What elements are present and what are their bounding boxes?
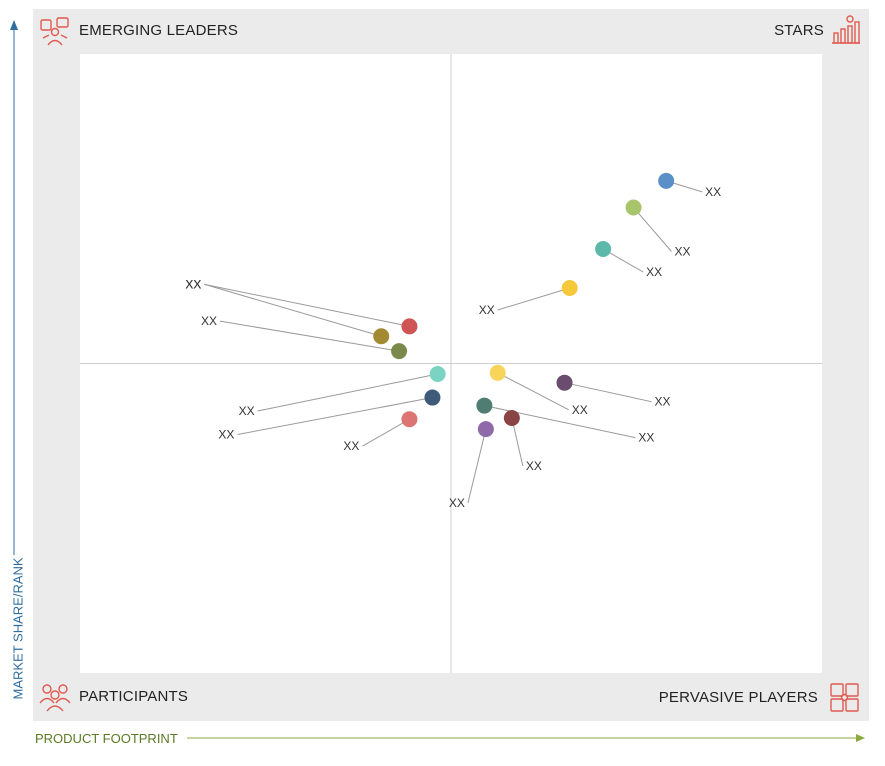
data-point — [401, 411, 418, 428]
leader-line — [204, 283, 382, 337]
quadrant-label-emerging-leaders: EMERGING LEADERS — [79, 22, 239, 39]
point-label: XX — [479, 303, 495, 317]
leader-line — [467, 428, 487, 504]
data-point — [429, 366, 446, 383]
data-point — [476, 397, 493, 414]
data-point — [391, 343, 408, 360]
y-axis-arrowhead — [10, 20, 18, 30]
point-label: XX — [185, 277, 201, 291]
point-label: XX — [449, 496, 465, 510]
point-label: XX — [218, 428, 234, 442]
data-point — [503, 409, 520, 426]
data-point — [373, 328, 390, 345]
quadrant-label-participants: PARTICIPANTS — [79, 688, 189, 705]
point-label: XX — [201, 314, 217, 328]
quadrant-label-stars: STARS — [774, 22, 824, 39]
data-point — [489, 364, 506, 381]
point-label: XX — [675, 245, 691, 259]
stars-icon — [832, 15, 860, 44]
leader-line — [219, 320, 400, 352]
emerging-leaders-icon — [40, 17, 69, 46]
leader-line — [564, 382, 652, 403]
point-label: XX — [646, 265, 662, 279]
point-label: XX — [185, 277, 201, 291]
x-axis-label: PRODUCT FOOTPRINT — [35, 731, 178, 746]
x-axis-arrowhead — [856, 734, 865, 742]
leader-line — [497, 287, 570, 311]
participants-icon — [39, 684, 71, 712]
point-label: XX — [343, 439, 359, 453]
data-point — [477, 421, 494, 438]
leader-line — [204, 283, 410, 327]
leader-line — [237, 397, 433, 436]
data-point — [625, 199, 642, 216]
data-point — [658, 172, 675, 189]
point-label: XX — [572, 403, 588, 417]
data-point — [561, 279, 578, 296]
point-label: XX — [239, 404, 255, 418]
quadrant-label-pervasive-players: PERVASIVE PLAYERS — [658, 689, 818, 706]
data-point — [556, 374, 573, 391]
data-point — [401, 318, 418, 335]
pervasive-players-icon — [830, 683, 859, 712]
data-point — [595, 240, 612, 257]
leader-line — [497, 372, 569, 411]
point-label: XX — [705, 185, 721, 199]
leader-line — [511, 417, 524, 467]
leader-line — [633, 207, 672, 252]
point-label: XX — [655, 395, 671, 409]
leader-line — [362, 418, 410, 447]
point-label: XX — [638, 431, 654, 445]
point-label: XX — [526, 459, 542, 473]
leader-line — [257, 373, 438, 412]
data-point — [424, 389, 441, 406]
